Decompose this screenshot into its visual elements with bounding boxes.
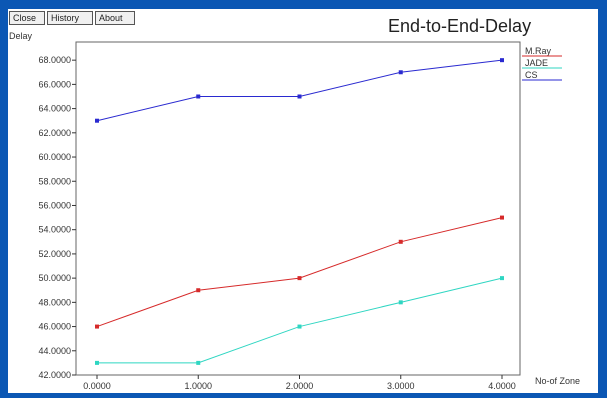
y-tick-label: 56.0000 (38, 200, 71, 210)
y-tick-label: 46.0000 (38, 322, 71, 332)
data-point (398, 300, 403, 305)
legend-label: JADE (525, 58, 548, 68)
plot-area-border (75, 41, 521, 376)
x-tick-label: 2.0000 (286, 381, 314, 391)
x-tick-label: 4.0000 (488, 381, 516, 391)
data-point (95, 360, 99, 365)
data-point (196, 288, 201, 293)
close-button[interactable]: Close (9, 11, 45, 25)
data-point (297, 94, 302, 99)
x-tick-label: 3.0000 (387, 381, 415, 391)
data-point (500, 58, 504, 63)
y-tick-label: 42.0000 (38, 370, 71, 380)
chart-window: Close History About End-to-End-Delay Del… (8, 9, 598, 393)
data-point (196, 360, 201, 365)
chart-title: End-to-End-Delay (388, 16, 532, 36)
y-tick-label: 60.0000 (38, 152, 71, 162)
y-tick-label: 54.0000 (38, 225, 71, 235)
y-tick-label: 58.0000 (38, 176, 71, 186)
data-point (500, 215, 504, 220)
legend-label: M.Ray (525, 46, 552, 56)
y-tick-label: 66.0000 (38, 79, 71, 89)
y-tick-label: 62.0000 (38, 128, 71, 138)
y-tick-label: 48.0000 (38, 297, 71, 307)
history-button[interactable]: History (47, 11, 93, 25)
x-axis-label: No-of Zone (535, 376, 581, 386)
series-line-cs (96, 59, 503, 122)
data-point (398, 239, 403, 244)
y-tick-label: 52.0000 (38, 249, 71, 259)
series-line-m-ray (96, 217, 503, 328)
data-point (500, 276, 504, 281)
y-tick-label: 68.0000 (38, 55, 71, 65)
data-point (398, 70, 403, 75)
y-tick-label: 64.0000 (38, 104, 71, 114)
y-tick-label: 44.0000 (38, 346, 71, 356)
data-point (196, 94, 201, 99)
data-point (95, 118, 99, 123)
y-axis-label: Delay (9, 31, 33, 41)
data-point (297, 276, 302, 281)
line-chart: 42.0000 44.0000 46.0000 48.0000 50.0000 52.00… (38, 41, 562, 391)
series-line-jade (97, 277, 503, 364)
y-tick-label: 50.0000 (38, 273, 71, 283)
x-tick-label: 0.0000 (83, 381, 111, 391)
data-point (297, 324, 302, 329)
data-point (95, 324, 99, 329)
about-button[interactable]: About (95, 11, 135, 25)
x-tick-label: 1.0000 (184, 381, 212, 391)
legend-label: CS (525, 70, 538, 80)
